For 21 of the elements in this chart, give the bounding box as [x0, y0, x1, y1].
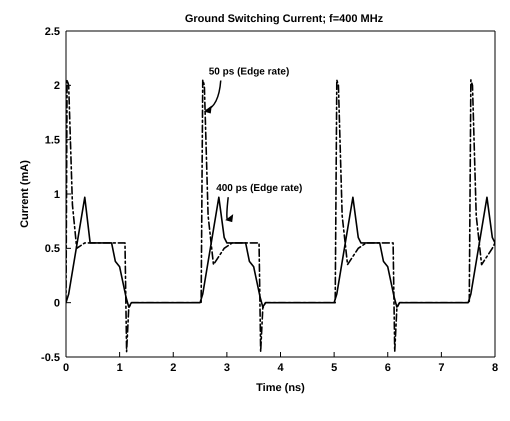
y-tick-label: 0.5	[44, 243, 60, 256]
x-tick-label: 5	[331, 362, 338, 374]
annotation: 400 ps (Edge rate)	[216, 183, 302, 194]
y-tick-label: 2	[54, 80, 60, 92]
y-axis-title: Current (mA)	[18, 160, 31, 228]
x-tick-label: 2	[170, 362, 176, 374]
x-tick-label: 8	[492, 362, 498, 374]
annotation: 50 ps (Edge rate)	[208, 66, 290, 78]
x-tick-label: 0	[62, 362, 70, 374]
x-tick-label: 4	[277, 362, 284, 374]
x-tick-label: 1	[116, 362, 123, 374]
y-tick-label: -0.5	[41, 352, 60, 364]
y-tick-label: 1.5	[44, 134, 60, 147]
x-tick-label: 6	[384, 362, 391, 374]
y-tick-label: 0	[54, 298, 60, 310]
x-axis-title: Time (ns)	[256, 382, 306, 394]
x-tick-label: 7	[438, 362, 444, 374]
y-tick-label: 2.5	[44, 26, 60, 38]
chart-title: Ground Switching Current; f=400 MHz	[184, 13, 384, 25]
y-tick-label: 1	[54, 188, 60, 201]
x-tick-label: 3	[224, 362, 230, 374]
